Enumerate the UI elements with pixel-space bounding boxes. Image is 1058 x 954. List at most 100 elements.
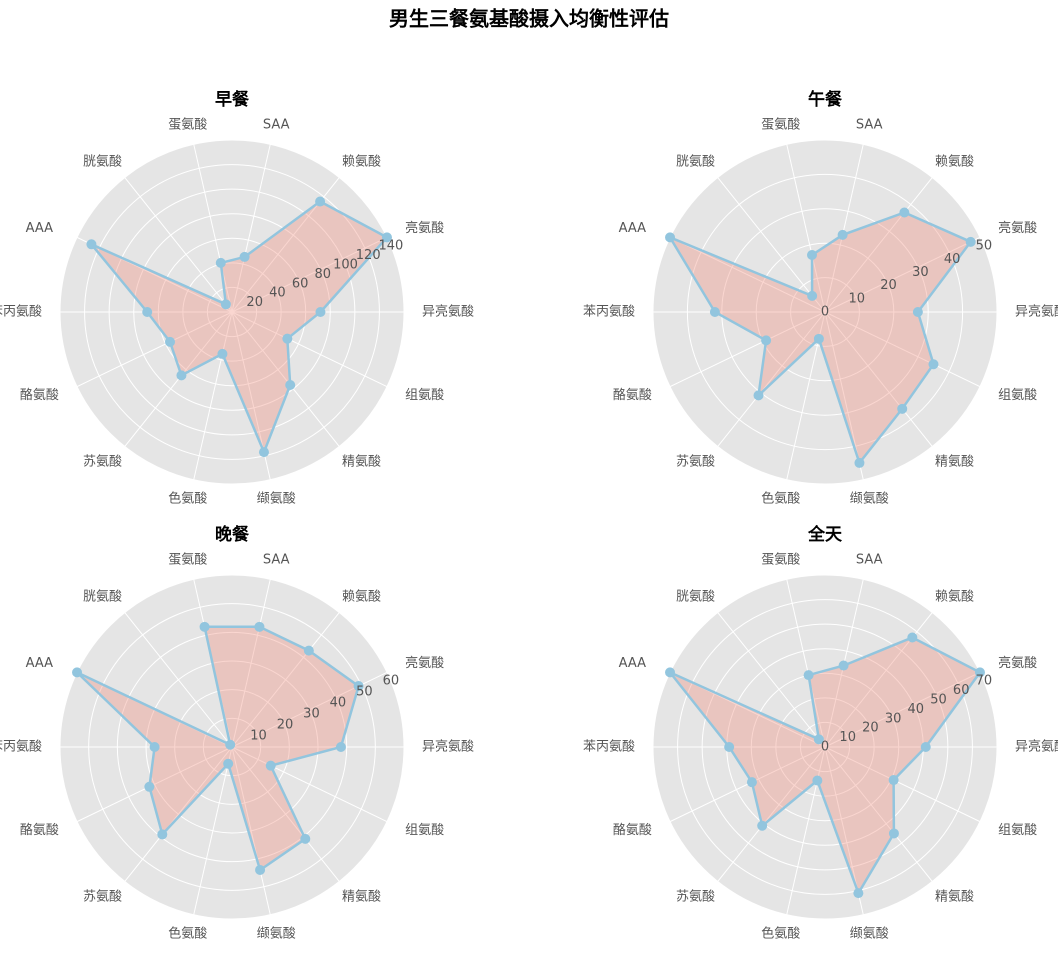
grid-spoke (824, 746, 981, 823)
subplot-title: 全天 (807, 524, 843, 545)
r-tick-label: 20 (862, 721, 879, 736)
category-label: 精氨酸 (342, 455, 381, 470)
radar-point (176, 370, 187, 381)
grid-spoke (231, 579, 271, 748)
category-label: 酪氨酸 (20, 822, 59, 838)
radar-point (72, 667, 83, 678)
r-tick-label: 40 (269, 286, 286, 301)
r-tick-label: 60 (953, 683, 970, 698)
category-label: 胱氨酸 (676, 154, 715, 169)
radar-point (907, 632, 918, 643)
category-label: 缬氨酸 (850, 492, 889, 507)
radar-point (217, 348, 228, 359)
radar-point (709, 307, 720, 317)
grid-spoke (231, 311, 340, 447)
category-label: 苏氨酸 (83, 889, 122, 905)
radar-point (225, 739, 236, 750)
grid-spoke (669, 236, 826, 313)
radar-point (157, 829, 168, 840)
grid-spoke (717, 177, 826, 313)
category-label: AAA (619, 656, 647, 671)
grid-spoke (824, 746, 933, 882)
grid-spoke (231, 236, 388, 313)
r-tick-label: 80 (315, 267, 332, 282)
category-label: SAA (856, 117, 883, 132)
category-label: 组氨酸 (998, 388, 1037, 403)
r-tick-label: 140 (378, 239, 403, 254)
radar-point (803, 670, 814, 681)
category-label: 异亮氨酸 (422, 739, 474, 755)
grid-spoke (193, 311, 233, 480)
category-label: 异亮氨酸 (422, 304, 474, 320)
r-tick-label: 10 (250, 729, 267, 744)
radar-point (837, 229, 848, 240)
category-label: 缬氨酸 (257, 492, 296, 507)
r-tick-label: 50 (356, 685, 373, 700)
grid-spoke (717, 612, 826, 748)
radar-point (806, 249, 817, 260)
category-label: 组氨酸 (998, 823, 1037, 838)
grid-spoke (824, 236, 981, 313)
radar-point (149, 742, 160, 752)
r-tick-label: 0 (821, 740, 829, 755)
r-tick-label: 40 (908, 702, 925, 717)
category-label: AAA (26, 221, 54, 236)
grid-spoke (124, 746, 233, 882)
grid-spoke (786, 144, 826, 313)
grid-spoke (231, 746, 271, 915)
category-label: 赖氨酸 (342, 589, 381, 604)
category-label: 蛋氨酸 (761, 552, 800, 567)
category-label: 组氨酸 (405, 388, 444, 403)
radar-point (724, 742, 735, 752)
r-tick-label: 100 (333, 257, 358, 272)
category-label: 赖氨酸 (935, 589, 974, 604)
category-label: SAA (263, 117, 290, 132)
subplot-title: 晚餐 (215, 524, 250, 545)
category-label: 蛋氨酸 (168, 552, 207, 567)
radar-point (974, 667, 985, 678)
category-label: 苏氨酸 (83, 454, 122, 470)
figure-title: 男生三餐氨基酸摄入均衡性评估 (389, 7, 669, 31)
grid-spoke (124, 177, 233, 313)
r-tick-label: 30 (885, 711, 902, 726)
radar-point (812, 775, 823, 786)
grid-spoke (231, 144, 271, 313)
grid-spoke (231, 311, 388, 388)
radar-point (144, 781, 155, 792)
category-label: AAA (619, 221, 647, 236)
radar-point (665, 667, 676, 678)
radar-point (920, 742, 931, 752)
radar-point (761, 335, 772, 346)
radar-point (215, 257, 226, 268)
radar-point (335, 742, 346, 752)
r-tick-label: 70 (976, 674, 993, 689)
radar-point (746, 777, 757, 788)
radar-point (807, 290, 818, 301)
grid-spoke (824, 311, 981, 388)
radar-point (315, 196, 326, 207)
grid-spoke (717, 746, 826, 882)
category-label: 色氨酸 (761, 491, 800, 507)
radar-point (258, 447, 269, 458)
r-tick-label: 50 (930, 692, 947, 707)
grid-spoke (824, 177, 933, 313)
grid-spoke (824, 144, 864, 313)
category-label: 缬氨酸 (850, 927, 889, 942)
radar-point (965, 236, 976, 247)
category-label: SAA (856, 552, 883, 567)
radar-point (315, 307, 326, 317)
radar-point (888, 775, 899, 786)
radar-point (353, 681, 364, 692)
r-tick-label: 40 (944, 252, 961, 267)
r-tick-label: 30 (303, 707, 320, 722)
r-tick-label: 50 (976, 239, 993, 254)
category-label: 苯丙氨酸 (583, 305, 635, 320)
radar-point (199, 621, 210, 632)
r-tick-label: 0 (821, 305, 829, 320)
grid-spoke (124, 612, 233, 748)
grid-spoke (786, 579, 826, 748)
radar-point (854, 457, 865, 468)
grid-spoke (231, 746, 388, 823)
